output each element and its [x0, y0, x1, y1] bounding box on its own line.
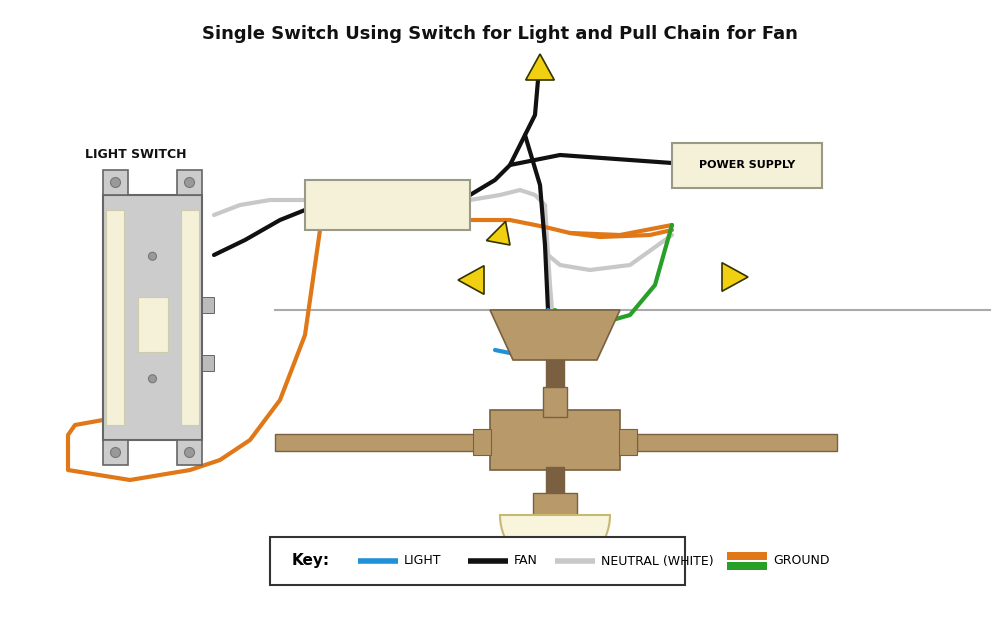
- Polygon shape: [486, 221, 510, 245]
- Bar: [138, 297, 168, 352]
- Bar: [181, 210, 199, 425]
- Bar: [202, 297, 214, 312]
- Bar: [637, 434, 837, 451]
- Polygon shape: [458, 266, 484, 294]
- Bar: [103, 195, 202, 440]
- Circle shape: [148, 375, 156, 382]
- Bar: [177, 440, 202, 465]
- Text: POWER SUPPLY: POWER SUPPLY: [699, 161, 795, 171]
- Wedge shape: [500, 515, 610, 570]
- Polygon shape: [722, 262, 748, 291]
- Circle shape: [184, 448, 194, 458]
- Text: LIGHT SWITCH: LIGHT SWITCH: [85, 149, 186, 161]
- Text: Single Switch Using Switch for Light and Pull Chain for Fan: Single Switch Using Switch for Light and…: [202, 25, 798, 43]
- Bar: [727, 562, 767, 570]
- Polygon shape: [490, 310, 620, 360]
- Bar: [543, 387, 567, 417]
- Bar: [490, 410, 620, 470]
- Text: GROUND: GROUND: [773, 554, 830, 568]
- Bar: [473, 429, 491, 455]
- Bar: [546, 467, 564, 495]
- Text: FAN: FAN: [514, 554, 538, 568]
- Text: Key:: Key:: [292, 554, 330, 569]
- Bar: [177, 170, 202, 195]
- Text: NEUTRAL (WHITE): NEUTRAL (WHITE): [601, 554, 714, 568]
- Polygon shape: [526, 54, 554, 80]
- Circle shape: [110, 177, 120, 187]
- Bar: [546, 360, 564, 410]
- Circle shape: [110, 448, 120, 458]
- Text: LIGHT: LIGHT: [404, 554, 442, 568]
- Bar: [305, 180, 470, 230]
- Bar: [106, 210, 124, 425]
- Bar: [270, 537, 685, 585]
- Bar: [619, 429, 637, 455]
- Bar: [672, 143, 822, 188]
- Bar: [202, 356, 214, 371]
- Circle shape: [184, 177, 194, 187]
- Bar: [103, 170, 128, 195]
- Bar: [533, 493, 577, 517]
- Bar: [727, 552, 767, 560]
- Bar: [103, 440, 128, 465]
- Bar: [275, 434, 475, 451]
- Circle shape: [148, 253, 156, 260]
